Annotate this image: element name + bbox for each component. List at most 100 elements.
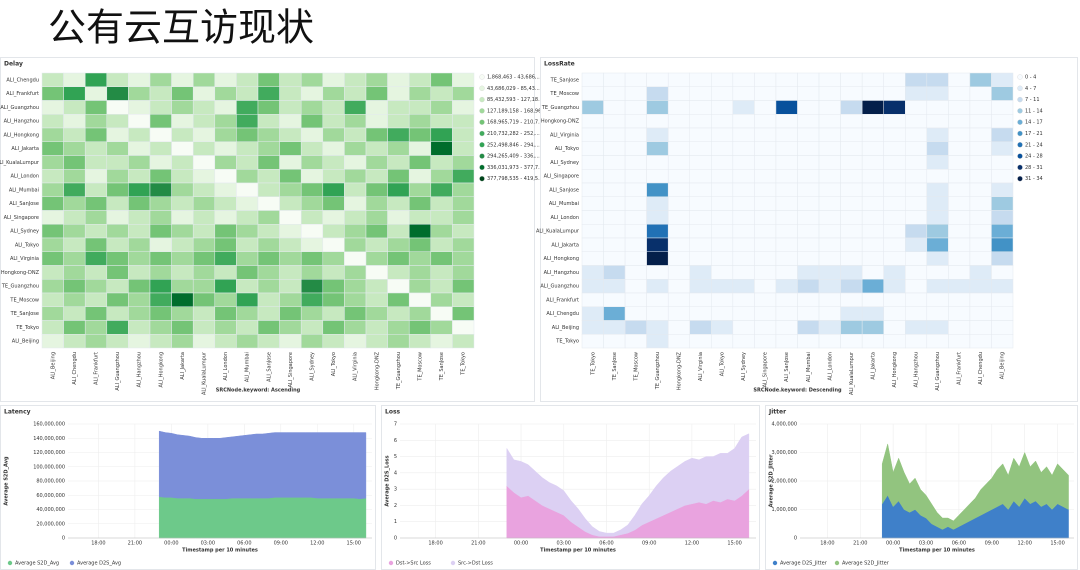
heat-cell [969, 265, 992, 280]
heat-cell [106, 292, 129, 307]
heat-cell [883, 141, 906, 156]
heat-cell [387, 224, 410, 239]
heat-cell [948, 237, 971, 252]
heat-cell [257, 292, 280, 307]
heat-cell [344, 265, 367, 280]
heat-cell [257, 100, 280, 115]
heat-cell [905, 251, 928, 266]
heat-cell [797, 169, 820, 184]
heat-cell [63, 279, 86, 294]
heat-cell [969, 196, 992, 211]
heat-cell [732, 237, 755, 252]
heat-cell [883, 320, 906, 335]
heat-cell [214, 155, 237, 170]
x-tick-label: ALI_SanJose [266, 352, 272, 382]
heat-cell [926, 86, 949, 101]
heat-cell [689, 251, 712, 266]
heat-cell [171, 224, 194, 239]
heat-cell [969, 251, 992, 266]
heat-cell [452, 127, 475, 142]
heat-cell [84, 210, 108, 225]
x-tick-label: 12:00 [310, 541, 324, 547]
heat-cell [257, 237, 280, 252]
heat-cell [754, 292, 777, 307]
heat-cell [840, 196, 863, 211]
heat-cell [883, 86, 906, 101]
heat-cell [667, 279, 691, 294]
heat-cell [128, 210, 151, 225]
heat-cell [667, 127, 691, 142]
heat-cell [861, 210, 884, 225]
heat-cell [948, 155, 971, 170]
heat-cell [408, 182, 432, 197]
heat-cell [905, 196, 928, 211]
heat-cell [624, 279, 647, 294]
heat-cell [344, 86, 367, 101]
heat-cell [41, 155, 64, 170]
heat-cell [365, 265, 388, 280]
heat-cell [106, 265, 129, 280]
heat-cell [861, 155, 884, 170]
legend-swatch [1017, 108, 1023, 114]
heat-cell [387, 86, 410, 101]
heat-cell [840, 155, 863, 170]
x-tick-label: 09:00 [274, 541, 288, 547]
heat-cell [603, 169, 626, 184]
x-tick-label: 00:00 [164, 541, 178, 547]
heat-cell [861, 251, 884, 266]
heat-cell [603, 334, 626, 349]
heat-cell [41, 237, 64, 252]
heat-cell [926, 196, 949, 211]
legend-label: 14 - 17 [1025, 120, 1043, 126]
heat-cell [192, 155, 216, 170]
x-tick-label: 06:00 [952, 541, 966, 547]
y-tick-label: 2,000,000 [772, 479, 797, 485]
heat-cell [818, 334, 841, 349]
y-tick-label: 3 [394, 487, 397, 493]
x-tick-label: ALI_Mumbai [806, 352, 812, 382]
heat-cell [646, 292, 669, 307]
heat-cell [344, 210, 367, 225]
heat-cell [365, 86, 388, 101]
heat-cell [797, 224, 820, 239]
heat-cell [322, 292, 345, 307]
y-tick-label: ALI_London [550, 215, 579, 221]
heat-cell [818, 279, 841, 294]
heat-cell [840, 292, 863, 307]
heat-cell [128, 265, 151, 280]
heat-cell [300, 196, 324, 211]
heat-cell [344, 100, 367, 115]
heat-cell [63, 182, 86, 197]
heat-cell [257, 279, 280, 294]
heat-cell [711, 155, 734, 170]
y-tick-label: ALI_Virginia [550, 132, 579, 138]
heat-cell [128, 141, 151, 156]
heat-cell [646, 210, 669, 225]
x-tick-label: ALI_KualaLumpur [202, 351, 208, 395]
heat-cell [300, 127, 324, 142]
heat-cell [365, 169, 388, 184]
heat-cell [408, 72, 432, 87]
heat-cell [797, 306, 820, 321]
heat-cell [775, 169, 798, 184]
heat-cell [214, 114, 237, 129]
heat-cell [711, 224, 734, 239]
heat-cell [106, 279, 129, 294]
heat-cell [387, 237, 410, 252]
heat-cell [775, 72, 798, 87]
heat-cell [236, 127, 259, 142]
heat-cell [905, 237, 928, 252]
heat-cell [192, 169, 216, 184]
legend-swatch [479, 96, 485, 103]
x-tick-label: ALI_Jakarta [180, 352, 186, 380]
heat-cell [41, 127, 64, 142]
heat-cell [775, 127, 798, 142]
heat-cell [667, 169, 691, 184]
area [506, 433, 750, 537]
heat-cell [754, 169, 777, 184]
heat-cell [322, 100, 345, 115]
heat-cell [689, 86, 712, 101]
heat-cell [106, 320, 129, 335]
heat-cell [754, 196, 777, 211]
heat-cell [689, 279, 712, 294]
